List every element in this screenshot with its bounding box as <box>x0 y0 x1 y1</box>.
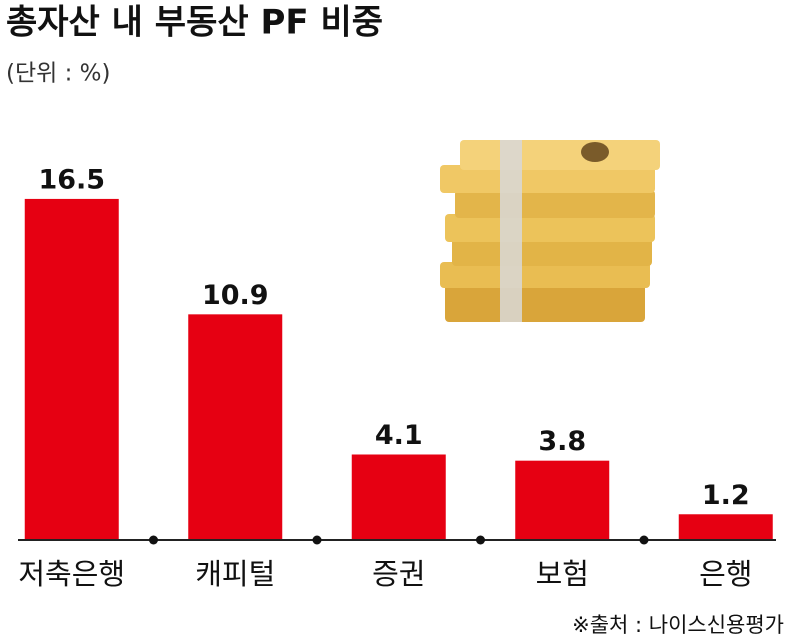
axis-dot <box>312 535 322 545</box>
x-tick-label: 저축은행 <box>18 557 125 591</box>
x-tick-label: 증권 <box>372 557 425 591</box>
source-note: ※출처 : 나이스신용평가 <box>572 613 784 637</box>
bar <box>515 460 610 539</box>
value-label: 3.8 <box>538 426 586 457</box>
bar <box>351 454 446 539</box>
money-stack-illustration <box>440 140 660 322</box>
bar <box>24 198 119 539</box>
chart-subtitle: (단위 : %) <box>6 61 111 87</box>
value-label: 1.2 <box>702 480 750 511</box>
bar <box>678 514 773 539</box>
x-tick-label: 캐피털 <box>195 557 275 591</box>
chart-title: 총자산 내 부동산 PF 비중 <box>6 3 383 43</box>
value-label: 16.5 <box>38 164 105 195</box>
bar <box>188 314 283 539</box>
axis-dot <box>639 535 649 545</box>
axis-dot <box>476 535 485 545</box>
x-tick-label: 은행 <box>699 557 752 591</box>
x-tick-label: 보험 <box>536 557 589 591</box>
value-label: 4.1 <box>375 420 423 451</box>
value-label: 10.9 <box>202 280 269 311</box>
axis-dot <box>149 535 158 545</box>
